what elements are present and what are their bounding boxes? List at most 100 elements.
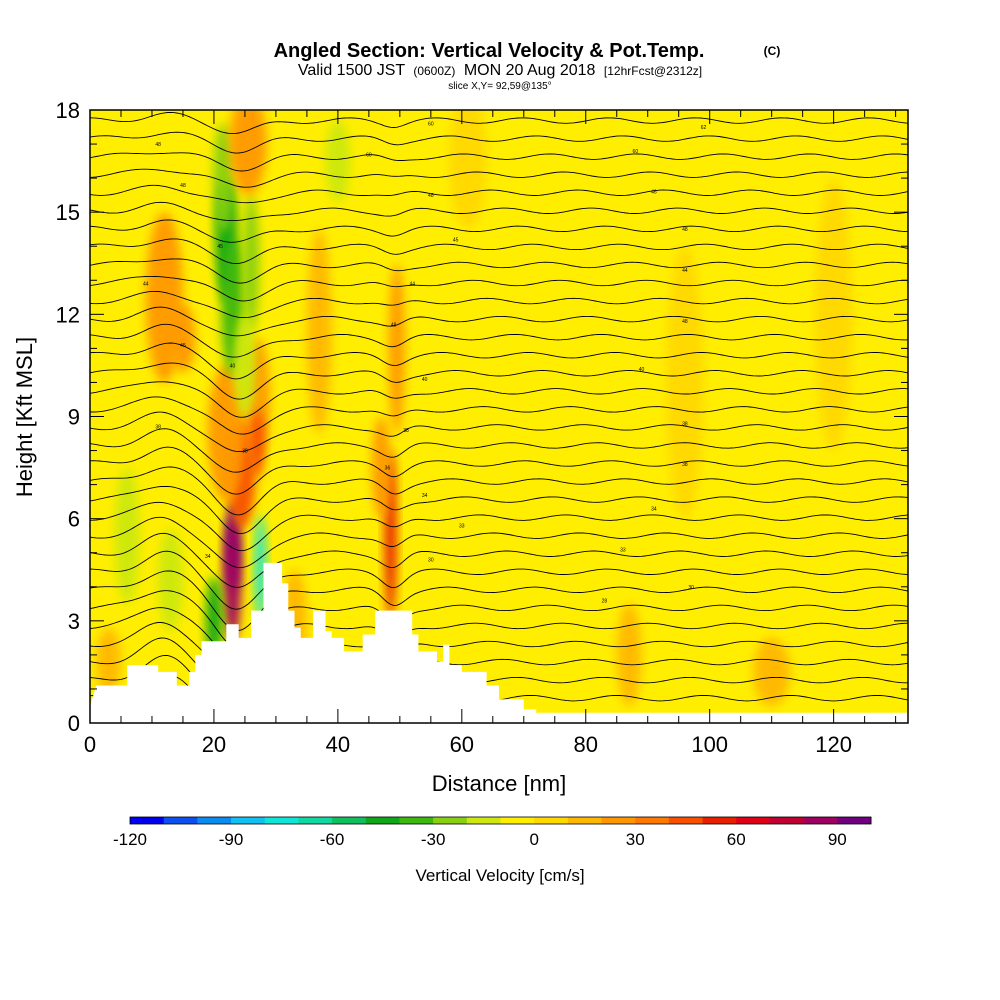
y-tick-label: 15 bbox=[56, 200, 80, 225]
velocity-cell bbox=[388, 263, 405, 434]
contour-label: 40 bbox=[422, 377, 428, 383]
x-tick-label: 0 bbox=[84, 732, 96, 757]
contour-label: 44 bbox=[143, 282, 149, 288]
colorbar-frame bbox=[129, 816, 872, 825]
theta-contour-line bbox=[90, 111, 908, 135]
colorbar-bin bbox=[500, 817, 535, 824]
terrain bbox=[90, 562, 908, 723]
contour-label: 45 bbox=[453, 237, 459, 243]
contour-label: 38 bbox=[403, 428, 409, 434]
velocity-cell bbox=[223, 518, 242, 642]
velocity-cell bbox=[449, 110, 487, 230]
theta-contour-line bbox=[90, 152, 908, 172]
theta-contour-line bbox=[90, 201, 908, 222]
velocity-cell bbox=[666, 246, 704, 519]
theta-contour-line bbox=[90, 532, 908, 588]
colorbar-bin bbox=[264, 817, 299, 824]
contour-label: 28 bbox=[602, 598, 608, 604]
contour-label: 60 bbox=[633, 149, 639, 155]
colorbar bbox=[129, 816, 872, 825]
velocity-cell bbox=[229, 110, 267, 196]
colorbar-labels: -120 -90 -60 -30 0 30 60 90 bbox=[113, 830, 847, 849]
contour-label: 60 bbox=[428, 122, 434, 128]
velocity-cell bbox=[753, 637, 791, 706]
colorbar-bin bbox=[803, 817, 838, 824]
colorbar-tick-label: 90 bbox=[828, 830, 847, 849]
contour-label: 60 bbox=[366, 152, 372, 158]
theta-contour-line bbox=[90, 501, 908, 552]
subtitle-date: MON 20 Aug 2018 bbox=[464, 62, 596, 79]
y-tick-label: 12 bbox=[56, 302, 80, 327]
contour-label: 46 bbox=[651, 190, 657, 196]
colorbar-bin bbox=[163, 817, 198, 824]
velocity-field bbox=[96, 110, 853, 706]
x-tick-label: 120 bbox=[815, 732, 852, 757]
theta-contour-line bbox=[90, 131, 908, 154]
contour-label: 38 bbox=[682, 421, 688, 427]
contour-label: 48 bbox=[682, 227, 688, 233]
theta-contour-line bbox=[90, 516, 908, 569]
velocity-cell bbox=[371, 416, 391, 519]
colorbar-bin bbox=[130, 817, 165, 824]
subtitle-fcst: [12hrFcst@2312z] bbox=[604, 64, 702, 78]
velocity-cell bbox=[170, 304, 196, 373]
subtitle-utc: (0600Z) bbox=[413, 64, 455, 78]
colorbar-tick-label: 30 bbox=[626, 830, 645, 849]
x-tick-label: 60 bbox=[450, 732, 474, 757]
contour-label: 48 bbox=[682, 319, 688, 325]
theta-contour-line bbox=[90, 411, 908, 453]
contour-label: 33 bbox=[620, 547, 626, 553]
theta-contour-line bbox=[90, 168, 908, 188]
colorbar-tick-label: -60 bbox=[320, 830, 345, 849]
y-tick-label: 9 bbox=[68, 405, 80, 430]
contour-label: 38 bbox=[242, 449, 248, 455]
theta-contour-line bbox=[90, 466, 908, 516]
velocity-cell bbox=[616, 603, 642, 706]
velocity-cell bbox=[233, 314, 257, 417]
velocity-cell bbox=[306, 229, 332, 434]
plot-area: 60 62 48 60 60 48 48 46 45 45 48 44 44 44 48 45 48 40 40 40… bbox=[90, 110, 908, 723]
y-tick-label: 6 bbox=[68, 507, 80, 532]
x-tick-label: 40 bbox=[326, 732, 350, 757]
colorbar-title: Vertical Velocity [cm/s] bbox=[415, 866, 584, 885]
y-tick-label: 0 bbox=[68, 711, 80, 736]
theta-contour-line bbox=[90, 396, 908, 435]
velocity-cell bbox=[325, 120, 351, 202]
contour-label: 33 bbox=[459, 523, 465, 529]
contour-label: 36 bbox=[385, 466, 391, 472]
theta-contour-line bbox=[90, 306, 908, 337]
y-tick-label: 3 bbox=[68, 609, 80, 634]
contour-label: 48 bbox=[391, 323, 397, 329]
contour-label: 45 bbox=[180, 343, 186, 349]
theta-contour-line bbox=[90, 485, 908, 535]
chart-subtitle: Valid 1500 JST (0600Z) MON 20 Aug 2018 [… bbox=[298, 62, 702, 79]
contour-labels: 60 62 48 60 60 48 48 46 45 45 48 44 44 44 48 45 48 40 40 40… bbox=[143, 122, 707, 605]
theta-contour-line bbox=[90, 381, 908, 418]
theta-contour-line bbox=[90, 238, 908, 264]
colorbar-bin bbox=[769, 817, 805, 824]
contour-label: 62 bbox=[701, 125, 707, 131]
theta-contour-line bbox=[90, 550, 908, 610]
x-axis-label: Distance [nm] bbox=[432, 771, 567, 796]
colorbar-tick-label: -30 bbox=[421, 830, 446, 849]
x-tick-label: 20 bbox=[202, 732, 226, 757]
velocity-cell bbox=[213, 123, 234, 233]
colorbar-tick-label: -120 bbox=[113, 830, 147, 849]
colorbar-bin bbox=[567, 817, 603, 824]
colorbar-bin bbox=[702, 817, 737, 824]
colorbar-bin bbox=[231, 817, 266, 824]
theta-contour-line bbox=[90, 362, 908, 400]
theta-contour-line bbox=[90, 184, 908, 204]
contour-label: 38 bbox=[682, 462, 688, 468]
theta-contour-line bbox=[90, 342, 908, 380]
colorbar-bin bbox=[668, 817, 704, 824]
velocity-cell bbox=[158, 528, 183, 632]
chart-title: Angled Section: Vertical Velocity & Pot.… bbox=[274, 40, 705, 62]
x-tick-label: 80 bbox=[574, 732, 598, 757]
velocity-cell bbox=[207, 365, 245, 502]
x-tick-label: 100 bbox=[691, 732, 728, 757]
colorbar-tick-label: 0 bbox=[529, 830, 538, 849]
contour-label: 34 bbox=[205, 554, 211, 560]
